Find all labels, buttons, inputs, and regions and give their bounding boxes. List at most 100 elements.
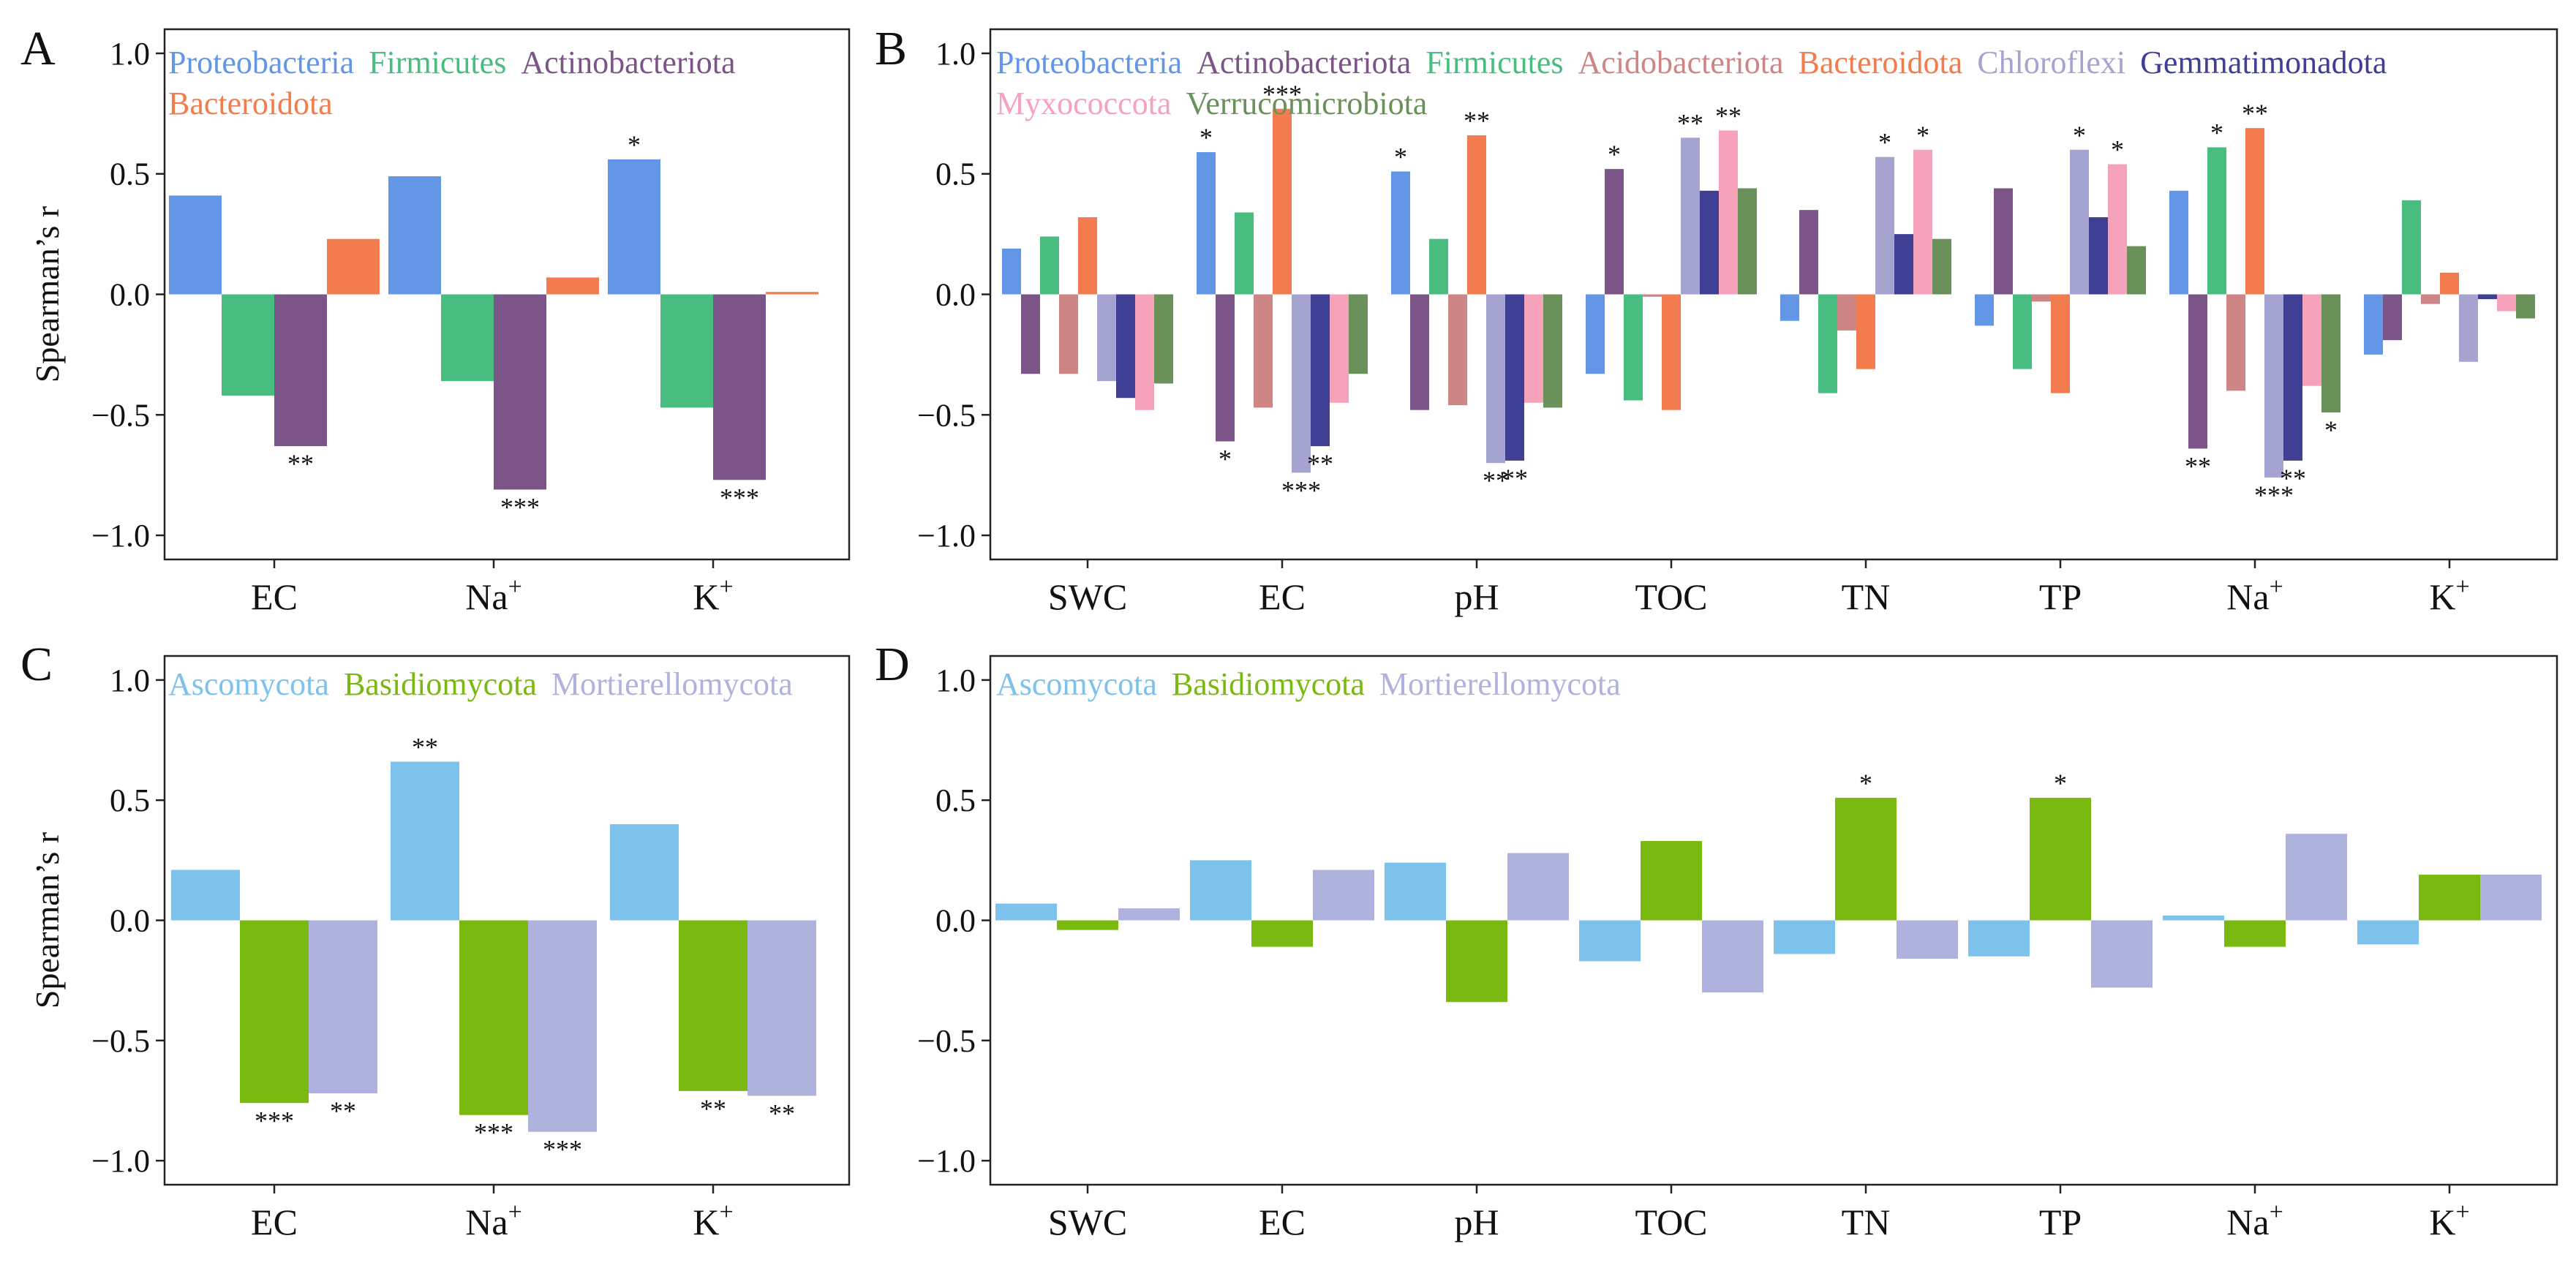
panel-b-bar-proteobacteria-tp <box>1975 294 1994 326</box>
panel-b-significance-myxococcota-toc: ** <box>1715 101 1741 130</box>
panel-a-x-tick-label-na: Na+ <box>465 573 522 617</box>
panel-c-significance-ascomycota-na: ** <box>412 733 438 762</box>
panel-a-bar-firmicutes-k <box>660 294 713 408</box>
panel-d-bar-ascomycota-ec <box>1190 860 1251 921</box>
panel-a-y-tick-label: −1.0 <box>91 518 150 554</box>
panel-b-bar-actinobacteriota-na <box>2188 294 2207 449</box>
panel-b-bar-bacteroidota-k <box>2440 272 2459 295</box>
panel-b-bar-verrucomicrobiota-na <box>2321 294 2340 412</box>
panel-c-significance-mortierellomycota-na: *** <box>543 1135 582 1164</box>
panel-d-bar-basidiomycota-tn <box>1835 797 1897 921</box>
panel-b-bar-actinobacteriota-tp <box>1994 188 2013 295</box>
panel-a-bar-actinobacteriota-na <box>494 294 546 490</box>
panel-c-y-tick-label: 0.0 <box>110 903 150 939</box>
panel-b-y-tick-label: −1.0 <box>917 518 976 554</box>
panel-c-bar-basidiomycota-ec <box>240 920 309 1104</box>
panel-c-y-axis-label: Spearman’s r <box>29 832 66 1008</box>
panel-b-y-tick-label: 0.0 <box>935 277 976 313</box>
panel-a-bar-actinobacteriota-ec <box>274 294 327 447</box>
panel-d-bar-ascomycota-swc <box>995 903 1057 921</box>
panel-d-bar-mortierellomycota-tp <box>2091 920 2153 988</box>
panel-c-y-tick-label: −1.0 <box>91 1143 150 1179</box>
panel-b-legend-proteobacteria: Proteobacteria <box>996 45 1182 80</box>
panel-c-x-tick-label-ec: EC <box>251 1202 298 1242</box>
panel-b-bar-acidobacteriota-swc <box>1059 294 1078 374</box>
panel-d-bar-ascomycota-na <box>2163 915 2224 921</box>
panel-c-bar-mortierellomycota-na <box>528 920 597 1132</box>
panel-d-legend-ascomycota: Ascomycota <box>996 666 1157 702</box>
panel-b-bar-myxococcota-tn <box>1913 149 1932 295</box>
panel-b-significance-myxococcota-tn: * <box>1916 121 1929 150</box>
panel-b-significance-gemmatimonadota-ec: ** <box>1307 449 1333 478</box>
panel-d-label: D <box>875 638 910 691</box>
panel-c-bar-ascomycota-k <box>610 824 679 921</box>
panel-d-y-tick-label: 1.0 <box>935 663 976 698</box>
panel-d-y-tick-label: −0.5 <box>917 1023 976 1059</box>
panel-d-x-tick-label-ec: EC <box>1259 1202 1306 1242</box>
panel-a-significance-proteobacteria-k: * <box>628 130 641 159</box>
panel-a-label: A <box>20 22 56 75</box>
panel-d-y-tick-label: −1.0 <box>917 1143 976 1179</box>
panel-b-bar-chloroflexi-toc <box>1681 137 1700 295</box>
panel-b-bar-myxococcota-tp <box>2108 164 2127 295</box>
panel-b-bar-verrucomicrobiota-tn <box>1932 238 1951 295</box>
panel-b-x-tick-label-na: Na+ <box>2226 573 2283 617</box>
panel-a-bar-bacteroidota-ec <box>327 238 380 295</box>
panel-b-bar-firmicutes-k <box>2402 200 2421 295</box>
panel-b-bar-proteobacteria-tn <box>1780 294 1799 321</box>
panel-b-bar-myxococcota-ph <box>1524 294 1543 403</box>
panel-c-legend-basidiomycota: Basidiomycota <box>344 666 537 702</box>
panel-d-legend-mortierellomycota: Mortierellomycota <box>1379 666 1621 702</box>
panel-c-y-tick-label: 0.5 <box>110 782 150 818</box>
panel-b-y-tick-label: 1.0 <box>935 36 976 72</box>
panel-b-bar-gemmatimonadota-ph <box>1505 294 1524 461</box>
panel-b-y-tick-label: −0.5 <box>917 397 976 433</box>
panel-b-significance-chloroflexi-na: *** <box>2254 480 2294 510</box>
panel-b-legend-verrucomicrobiota: Verrucomicrobiota <box>1186 86 1427 121</box>
panel-d-significance-basidiomycota-tn: * <box>1859 769 1872 798</box>
panel-b-bar-bacteroidota-tp <box>2051 294 2070 393</box>
panel-b-bar-firmicutes-tn <box>1818 294 1837 393</box>
panel-b-bar-verrucomicrobiota-toc <box>1738 188 1757 295</box>
panel-b-significance-actinobacteriota-na: ** <box>2185 451 2211 480</box>
panel-d-x-tick-label-tn: TN <box>1842 1202 1891 1242</box>
panel-b-bar-actinobacteriota-swc <box>1021 294 1040 374</box>
panel-b-significance-actinobacteriota-ec: * <box>1219 445 1232 474</box>
panel-c-y-tick-label: −0.5 <box>91 1023 150 1059</box>
panel-b-bar-chloroflexi-swc <box>1097 294 1116 382</box>
panel-b-x-tick-label-ph: pH <box>1454 576 1499 617</box>
panel-a-y-tick-label: 0.5 <box>110 156 150 192</box>
panel-d-x-tick-label-na: Na+ <box>2226 1199 2283 1242</box>
panel-c-bar-basidiomycota-k <box>679 920 747 1091</box>
panel-b-bar-proteobacteria-swc <box>1002 248 1021 295</box>
panel-b-bar-acidobacteriota-toc <box>1643 294 1662 297</box>
panel-b-bar-verrucomicrobiota-k <box>2516 294 2535 319</box>
panel-a-legend-actinobacteriota: Actinobacteriota <box>521 45 735 80</box>
panel-a-legend-firmicutes: Firmicutes <box>369 45 506 80</box>
panel-b-x-tick-label-swc: SWC <box>1048 576 1127 617</box>
panel-b-significance-bacteroidota-ec: *** <box>1262 80 1302 109</box>
panel-b-bar-actinobacteriota-k <box>2383 294 2402 341</box>
panel-b-significance-firmicutes-na: * <box>2210 118 2223 147</box>
panel-a-bar-firmicutes-na <box>441 294 494 382</box>
panel-d-bar-mortierellomycota-ph <box>1507 853 1569 921</box>
panel-d-bar-mortierellomycota-ec <box>1313 870 1374 921</box>
panel-c-bar-mortierellomycota-k <box>747 920 816 1096</box>
panel-c-x-tick-label-na: Na+ <box>465 1199 522 1242</box>
panel-d-bar-ascomycota-toc <box>1579 920 1641 962</box>
panel-b-bar-acidobacteriota-tn <box>1837 294 1856 331</box>
panel-b-bar-actinobacteriota-tn <box>1799 210 1818 295</box>
panel-b-bar-proteobacteria-na <box>2169 190 2188 295</box>
panel-b-bar-verrucomicrobiota-swc <box>1154 294 1173 384</box>
panel-d-x-tick-label-toc: TOC <box>1635 1202 1707 1242</box>
panel-d-bar-basidiomycota-k <box>2419 875 2480 921</box>
panel-d-bar-basidiomycota-ph <box>1446 920 1507 1003</box>
panel-d-y-tick-label: 0.5 <box>935 782 976 818</box>
panel-a-significance-actinobacteriota-k: *** <box>720 483 759 512</box>
panel-b-bar-gemmatimonadota-tn <box>1894 234 1913 295</box>
panel-d-significance-basidiomycota-tp: * <box>2054 769 2067 798</box>
panel-b-bar-verrucomicrobiota-ec <box>1349 294 1368 374</box>
panel-d-bar-mortierellomycota-toc <box>1702 920 1763 993</box>
